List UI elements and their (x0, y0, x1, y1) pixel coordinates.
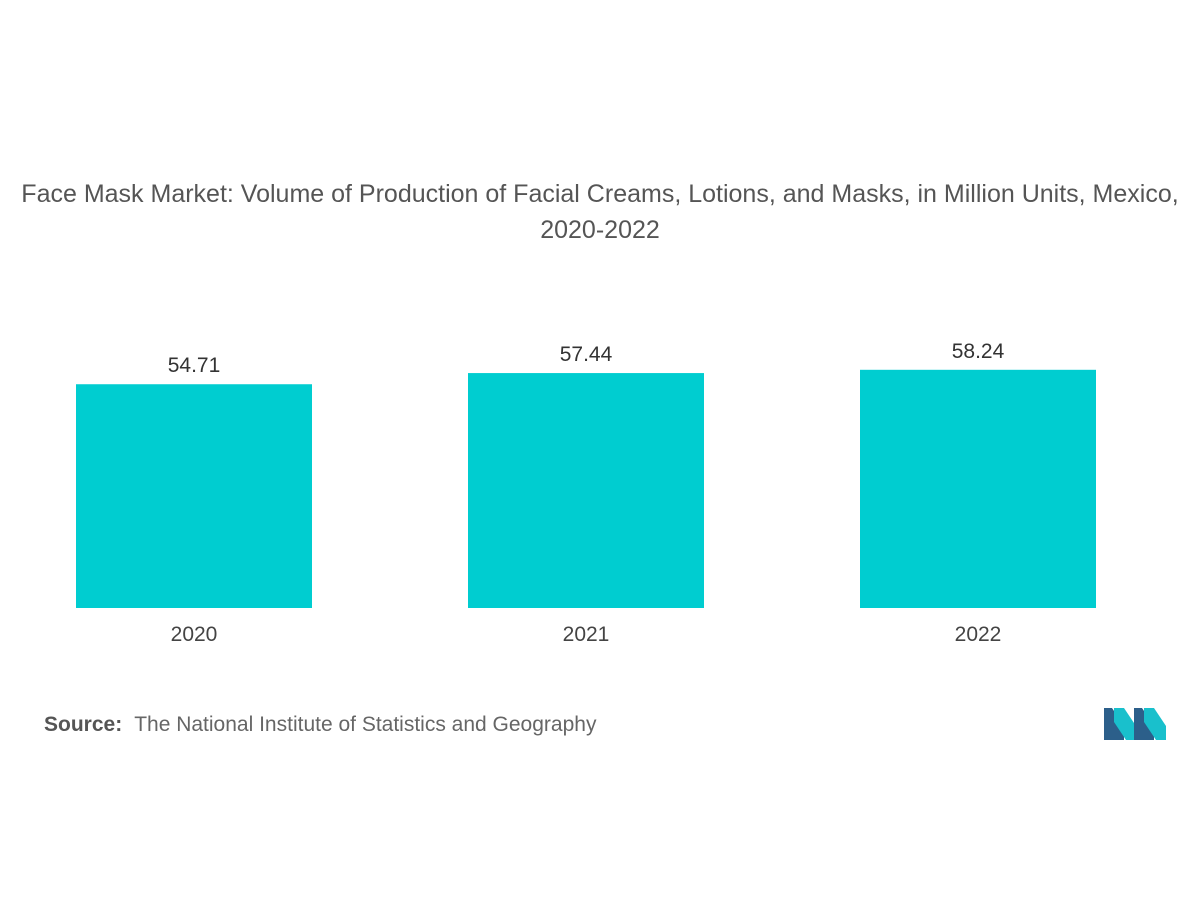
value-label-2021: 57.44 (560, 343, 613, 366)
mordor-intelligence-logo (1104, 708, 1166, 740)
source-note: Source: The National Institute of Statist… (44, 713, 596, 737)
x-axis-tick-labels: 2020 2021 2022 (171, 623, 1002, 646)
bars-group (76, 369, 1096, 608)
bar-2022 (860, 369, 1096, 608)
x-tick-label-2020: 2020 (171, 623, 218, 646)
x-tick-label-2021: 2021 (563, 623, 610, 646)
source-label: Source: (44, 713, 123, 736)
bar-2020 (76, 384, 312, 608)
value-label-2020: 54.71 (168, 354, 221, 377)
chart-title: Face Mask Market: Volume of Production o… (21, 180, 1179, 244)
value-labels-group: 54.71 57.44 58.24 (168, 340, 1005, 377)
source-text: The National Institute of Statistics and… (134, 713, 597, 736)
x-tick-label-2022: 2022 (955, 623, 1002, 646)
bar-2021 (468, 373, 704, 608)
value-label-2022: 58.24 (952, 340, 1005, 363)
